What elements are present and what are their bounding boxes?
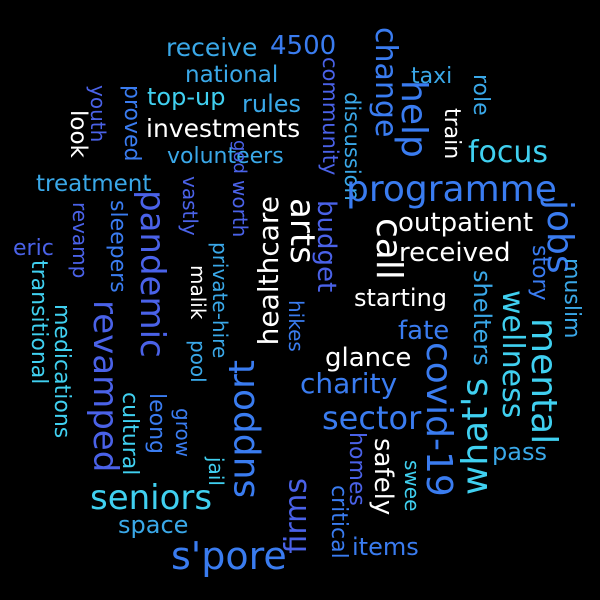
word: s'pore [171, 534, 287, 578]
word: received [399, 238, 511, 268]
word: grow [171, 408, 195, 458]
word: youth [86, 85, 110, 143]
word: malik [186, 265, 210, 320]
word: worth [228, 180, 252, 238]
word: private-hire [208, 242, 232, 359]
word: healthcare [252, 196, 285, 346]
word: budget [311, 200, 341, 293]
word: pandemic [132, 190, 172, 358]
word: safely [368, 438, 398, 516]
word: medications [49, 304, 74, 439]
word: support [222, 360, 263, 499]
word: items [352, 533, 419, 561]
word: volunteers [167, 144, 284, 169]
word: hikes [284, 300, 308, 352]
word: train [439, 108, 464, 160]
word: leong [144, 393, 169, 455]
word: pool [186, 340, 210, 383]
word: focus [468, 135, 549, 170]
word: outpatient [398, 208, 534, 238]
word: seniors [90, 478, 213, 518]
word: receive [166, 33, 258, 62]
word: covid-19 [418, 342, 459, 497]
word: mental [523, 318, 564, 445]
word: 4500 [270, 31, 337, 61]
word: sleepers [105, 200, 130, 293]
word: what's [455, 378, 496, 496]
word: charity [300, 367, 398, 400]
word: pass [492, 438, 547, 466]
word: role [468, 74, 493, 116]
word: god [229, 140, 250, 174]
word: taxi [411, 64, 453, 89]
word: investments [146, 114, 301, 143]
word: treatment [36, 171, 152, 197]
word: cultural [117, 392, 142, 476]
word: starting [354, 284, 448, 312]
word: fate [398, 316, 450, 346]
word: transitional [26, 260, 51, 385]
word: story [527, 245, 552, 301]
word: top-up [147, 83, 226, 111]
word: revamp [68, 202, 92, 279]
word: swee [400, 460, 424, 512]
word: eric [13, 236, 54, 261]
word: help [393, 80, 434, 158]
word: national [185, 62, 279, 88]
word: proved [119, 85, 144, 162]
word: critical [326, 485, 351, 559]
word: vastly [178, 176, 202, 236]
word: programme [346, 169, 557, 210]
word: shelters [468, 270, 496, 366]
word: look [65, 110, 91, 158]
word: space [118, 511, 189, 539]
word: sector [322, 399, 422, 437]
word: rules [242, 90, 302, 118]
word: community [318, 57, 342, 176]
word: glance [325, 343, 412, 373]
